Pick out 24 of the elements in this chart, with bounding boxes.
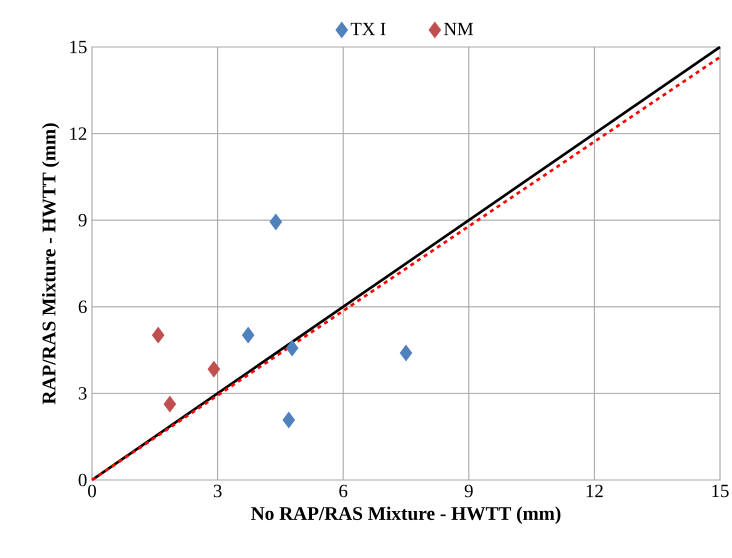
point [282, 412, 296, 428]
point [400, 344, 412, 362]
point [208, 360, 220, 378]
x-tick-label: 12 [586, 484, 603, 498]
point [164, 396, 176, 412]
legend-label: NM [444, 22, 474, 36]
x-tick-label: 15 [712, 484, 729, 498]
point [270, 214, 282, 230]
y-tick-label: 15 [70, 40, 87, 54]
y-tick-label: 3 [78, 387, 87, 400]
y-tick-label: 12 [70, 127, 86, 140]
y-tick-label: 6 [78, 300, 87, 314]
x-tick-label: 3 [214, 484, 222, 498]
point [152, 326, 164, 344]
legend-label: TX I [350, 22, 386, 36]
y-tick-label: 9 [78, 214, 87, 226]
y-tick-label: 0 [78, 474, 87, 486]
y-axis-title: RAP/RAS Mixture - HWTT (mm) [42, 123, 60, 404]
point [286, 340, 298, 356]
x-axis-title: No RAP/RAS Mixture - HWTT (mm) [251, 506, 560, 524]
x-tick-label: 9 [464, 484, 473, 498]
x-tick-label: 0 [88, 484, 96, 498]
point [242, 326, 254, 344]
x-tick-label: 6 [339, 484, 348, 498]
